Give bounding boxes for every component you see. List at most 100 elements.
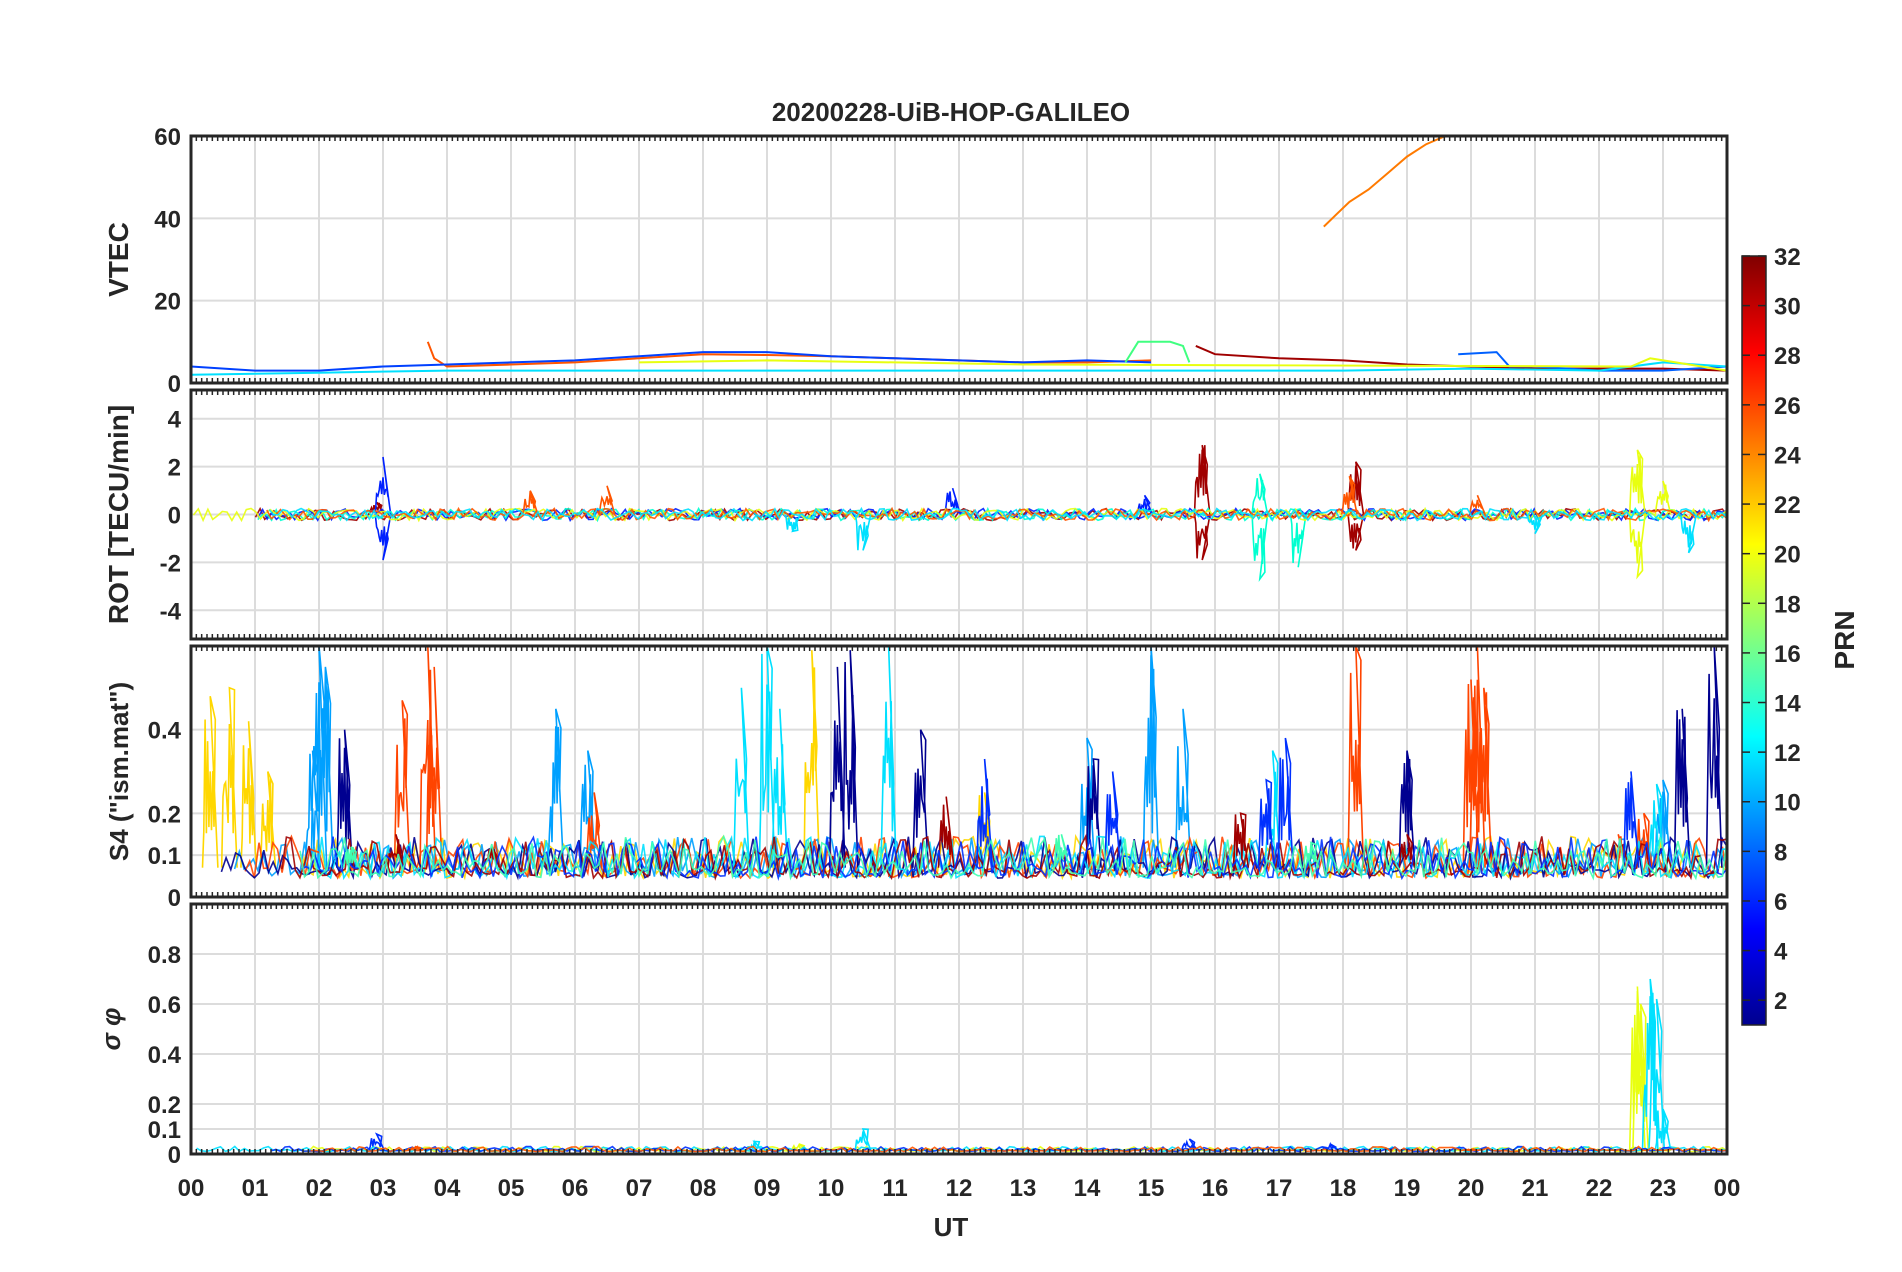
spike-prn-19 xyxy=(790,1142,808,1151)
spike-prn-10 xyxy=(1654,779,1672,868)
x-tick-label: 15 xyxy=(1138,1175,1165,1202)
y-tick-label: 0.2 xyxy=(148,1092,181,1119)
colorbar-tick-label: 22 xyxy=(1774,492,1801,519)
y-tick-label: 4 xyxy=(168,407,182,434)
spike-prn-10 xyxy=(579,750,597,868)
spike-prn-25 xyxy=(1468,495,1486,515)
y-tick-label: 0.4 xyxy=(148,1042,182,1069)
x-tick-label: 18 xyxy=(1330,1175,1357,1202)
y-tick-label: 0 xyxy=(168,1142,181,1169)
y-tick-label: 0.6 xyxy=(148,992,181,1019)
series-prn-25 xyxy=(310,1145,1727,1153)
spike-prn-31 xyxy=(368,501,385,515)
x-tick-label: 13 xyxy=(1010,1175,1037,1202)
spike-prn-4 xyxy=(1136,494,1154,515)
x-tick-label: 00 xyxy=(1714,1175,1741,1202)
series-prn-12 xyxy=(268,506,1727,522)
colorbar-tick-label: 20 xyxy=(1774,542,1801,569)
spike-prn-19 xyxy=(1628,449,1646,515)
spike-prn-12 xyxy=(1526,514,1544,535)
y-axis-label: S4 ("ism.mat") xyxy=(104,682,134,861)
y-tick-label: 0.1 xyxy=(148,1117,181,1144)
spike-prn-4 xyxy=(944,487,962,515)
x-tick-label: 17 xyxy=(1266,1175,1293,1202)
x-tick-label: 16 xyxy=(1202,1175,1229,1202)
spike-prn-25 xyxy=(1475,687,1493,868)
series-prn-4 xyxy=(271,1145,1727,1153)
series-prn-14 xyxy=(299,834,1727,881)
spike-prn-12 xyxy=(854,514,872,551)
spike-prn-10 xyxy=(547,708,565,868)
colorbar-tick-label: 6 xyxy=(1774,889,1787,916)
spike-prn-4 xyxy=(374,514,392,561)
spike-prn-13 xyxy=(1251,473,1269,515)
spike-prn-10 xyxy=(316,666,334,868)
spike-prn-14 xyxy=(1302,841,1320,868)
y-axis-label: σ φ xyxy=(96,1008,126,1051)
colorbar-tick-label: 14 xyxy=(1774,691,1801,718)
spike-prn-4 xyxy=(1257,778,1275,868)
series-prn-24 xyxy=(1323,136,1446,228)
spike-prn-12 xyxy=(784,514,802,533)
spike-prn-1 xyxy=(1084,758,1102,868)
x-tick-label: 19 xyxy=(1394,1175,1421,1202)
spike-prn-1 xyxy=(336,729,354,868)
spike-prn-19 xyxy=(1654,480,1672,515)
spike-prn-13 xyxy=(1289,514,1307,568)
x-tick-label: 10 xyxy=(818,1175,845,1202)
y-axis-label: VTEC xyxy=(103,222,134,297)
series-prn-19 xyxy=(192,506,1727,523)
spike-prn-12 xyxy=(880,646,898,868)
spike-prn-20 xyxy=(259,771,277,868)
x-tick-label: 11 xyxy=(882,1175,907,1202)
spike-prn-12 xyxy=(732,687,750,868)
x-tick-label: 04 xyxy=(434,1175,461,1202)
spike-prn-25 xyxy=(1462,679,1480,868)
spike-prn-1 xyxy=(912,729,930,868)
spike-prn-10 xyxy=(1174,708,1192,868)
x-tick-label: 12 xyxy=(946,1175,973,1202)
spike-prn-31 xyxy=(1398,833,1416,868)
colorbar-tick-label: 28 xyxy=(1774,343,1801,370)
spike-prn-20 xyxy=(240,721,258,868)
y-tick-label: 0.2 xyxy=(148,801,181,828)
series-prn-14 xyxy=(1124,340,1191,363)
x-axis-label: UT xyxy=(934,1212,969,1242)
spike-prn-31 xyxy=(1193,444,1211,515)
spike-prn-12 xyxy=(854,1128,872,1151)
spike-prn-4 xyxy=(368,1132,386,1151)
spike-prn-12 xyxy=(1648,998,1666,1151)
y-tick-label: 0 xyxy=(168,885,181,912)
spike-prn-19 xyxy=(1628,986,1646,1151)
y-tick-label: 0.8 xyxy=(148,942,181,969)
y-tick-label: 20 xyxy=(154,289,181,316)
spike-prn-20 xyxy=(220,686,238,868)
spike-prn-12 xyxy=(771,708,789,868)
panel-minor-ticks xyxy=(190,390,1728,639)
x-tick-label: 01 xyxy=(242,1175,269,1202)
spike-prn-4 xyxy=(374,456,392,515)
spike-prn-25 xyxy=(406,1145,424,1152)
spike-prn-25 xyxy=(393,700,411,868)
spike-prn-10 xyxy=(1142,646,1160,868)
chart-title: 20200228-UiB-HOP-GALILEO xyxy=(772,97,1130,127)
spike-prn-25 xyxy=(1635,812,1653,868)
x-tick-label: 20 xyxy=(1458,1175,1485,1202)
spike-prn-1 xyxy=(1398,750,1416,868)
x-tick-label: 22 xyxy=(1586,1175,1613,1202)
colorbar-tick-label: 32 xyxy=(1774,244,1801,271)
spike-prn-25 xyxy=(1347,646,1365,868)
spike-prn-25 xyxy=(598,485,616,515)
colorbar-tick-label: 18 xyxy=(1774,591,1801,618)
x-tick-label: 00 xyxy=(178,1175,205,1202)
spike-prn-12 xyxy=(1680,514,1698,554)
panel-data xyxy=(192,444,1727,583)
panel-s4: 0.4 0.2 0.1 0 S4 ("ism.mat") xyxy=(104,644,1729,912)
spike-prn-25 xyxy=(1340,475,1358,515)
spike-prn-1 xyxy=(1705,646,1723,868)
colorbar: 32 30 28 26 24 22 20 18 16 14 12 10 8 6 4 2 PRN xyxy=(1741,244,1860,1026)
spike-prn-12 xyxy=(1641,978,1659,1151)
panel-data xyxy=(201,646,1727,881)
